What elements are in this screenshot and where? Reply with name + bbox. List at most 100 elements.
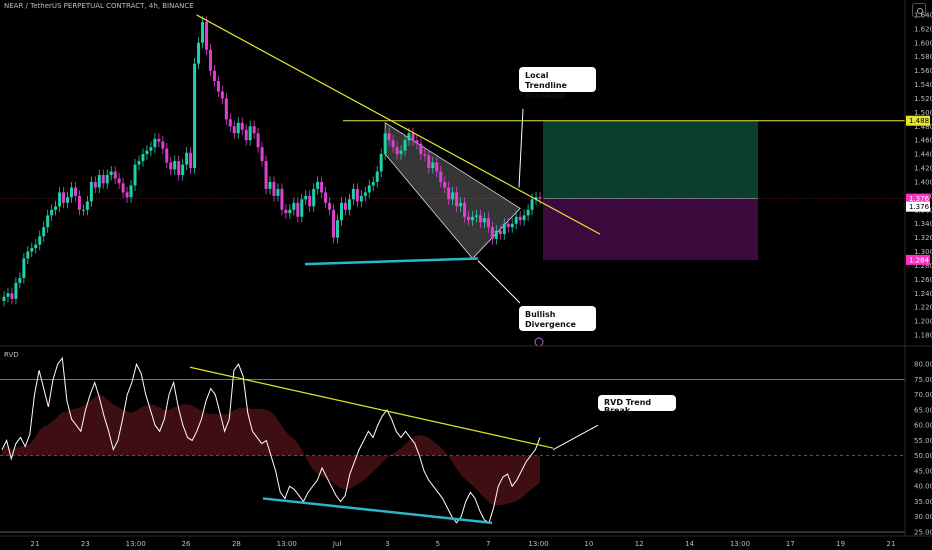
price-pane[interactable]	[0, 14, 905, 347]
candle-body	[256, 133, 260, 148]
candle-body	[208, 49, 212, 71]
time-tick-label: 17	[786, 540, 795, 548]
time-tick-label: 13:00	[277, 540, 297, 548]
candle-body	[18, 277, 22, 283]
price-tick-label: 1.520	[914, 95, 932, 103]
chart-title: NEAR / TetherUS PERPETUAL CONTRACT, 4h, …	[4, 2, 194, 10]
candle-body	[193, 63, 197, 169]
price-axis-label: 1.376	[909, 195, 930, 203]
candle-body	[177, 161, 181, 175]
candle-body	[117, 178, 121, 184]
time-tick-label: 10	[584, 540, 593, 548]
callout-pointer-rvd	[552, 424, 599, 451]
candle-body	[339, 202, 343, 221]
time-tick-label: 7	[486, 540, 490, 548]
candle-body	[494, 230, 498, 240]
rvd-tick-label: 55.00	[914, 437, 932, 445]
candle-body	[534, 197, 538, 200]
candle-body	[185, 152, 189, 165]
candle-body	[77, 195, 81, 210]
candle-body	[30, 248, 34, 252]
time-tick-label: 23	[81, 540, 90, 548]
price-tick-label: 1.560	[914, 67, 932, 75]
candle-body	[510, 223, 514, 228]
candle-body	[431, 162, 435, 169]
candle-body	[62, 192, 66, 203]
candle-body	[292, 202, 296, 210]
candle-body	[228, 119, 232, 127]
time-tick-label: Jul	[332, 540, 342, 548]
price-tick-label: 1.200	[914, 318, 932, 326]
candle-body	[240, 122, 244, 130]
rvd-tick-label: 40.00	[914, 483, 932, 491]
candle-body	[66, 197, 70, 203]
candle-body	[363, 192, 367, 196]
candle-body	[478, 215, 482, 223]
time-tick-label: 13:00	[730, 540, 750, 548]
candle-body	[467, 216, 471, 221]
candle-body	[379, 154, 383, 172]
candle-body	[105, 175, 109, 184]
candle-body	[336, 220, 340, 238]
time-tick-label: 13:00	[528, 540, 548, 548]
rvd-tick-label: 60.00	[914, 422, 932, 430]
candle-body	[423, 154, 427, 156]
rvd-tick-label: 75.00	[914, 376, 932, 384]
candle-body	[459, 202, 463, 207]
callout-pointer-divergence	[477, 260, 521, 304]
candle-body	[419, 143, 423, 155]
rvd-pane[interactable]	[0, 356, 905, 533]
candle-body	[296, 202, 300, 217]
candle-body	[201, 21, 205, 43]
candle-body	[101, 175, 105, 184]
candle-body	[236, 122, 240, 134]
candle-body	[73, 187, 77, 196]
candle-body	[367, 185, 371, 193]
price-tick-label: 1.340	[914, 220, 932, 228]
candle-body	[320, 181, 324, 193]
candle-body	[121, 183, 125, 193]
candle-body	[14, 282, 18, 299]
candle-body	[351, 188, 355, 200]
candle-body	[81, 209, 85, 211]
candle-body	[411, 133, 415, 141]
candle-body	[252, 126, 256, 134]
candle-body	[482, 218, 486, 223]
candle-body	[6, 293, 10, 297]
candle-body	[403, 140, 407, 151]
time-tick-label: 28	[232, 540, 241, 548]
time-tick-label: 21	[887, 540, 896, 548]
candle-body	[514, 216, 518, 224]
settings-icon[interactable]	[912, 3, 926, 17]
candle-body	[137, 161, 141, 165]
candle-body	[490, 227, 494, 240]
candle-body	[498, 230, 502, 235]
time-tick-label: 19	[836, 540, 845, 548]
event-marker-icon	[534, 337, 544, 347]
candle-body	[427, 155, 431, 169]
candle-body	[506, 223, 510, 228]
price-tick-label: 1.480	[914, 123, 932, 131]
price-tick-label: 1.180	[914, 332, 932, 340]
candle-body	[324, 192, 328, 203]
callout-bullish-divergence-line1: Bullish	[525, 310, 556, 319]
candle-body	[304, 195, 308, 200]
candle-body	[300, 199, 304, 217]
price-tick-label: 1.580	[914, 53, 932, 61]
candle-body	[463, 202, 467, 217]
candle-body	[288, 209, 292, 214]
candle-body	[34, 244, 38, 249]
rvd-tick-label: 65.00	[914, 406, 932, 414]
price-tick-label: 1.460	[914, 137, 932, 145]
price-axis-label-box	[906, 254, 930, 265]
candle-body	[42, 227, 46, 237]
rvd-tick-label: 25.00	[914, 529, 932, 537]
rvd-tick-label: 35.00	[914, 498, 932, 506]
price-tick-label: 1.240	[914, 290, 932, 298]
price-tick-label: 1.220	[914, 304, 932, 312]
time-tick-label: 21	[31, 540, 40, 548]
candle-body	[10, 293, 14, 299]
candle-body	[248, 126, 252, 141]
candle-body	[272, 181, 276, 196]
